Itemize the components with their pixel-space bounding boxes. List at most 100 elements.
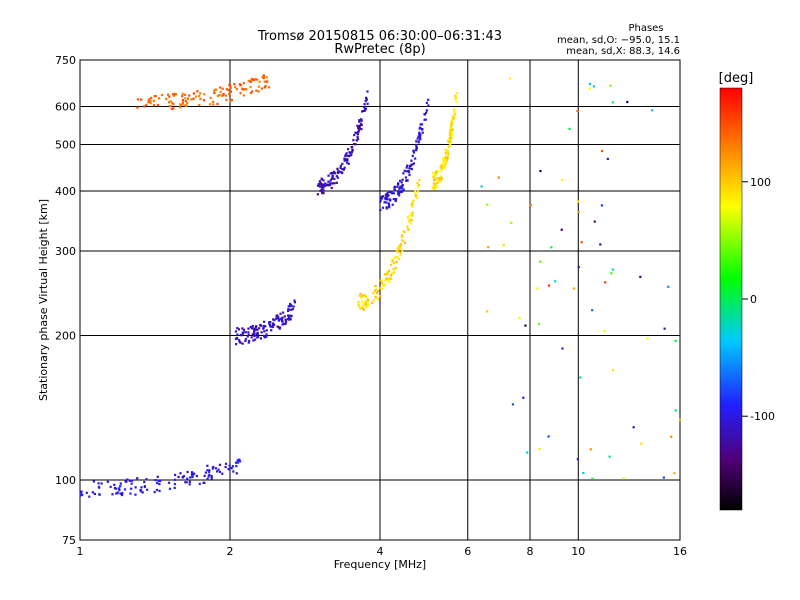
- echo-point: [379, 295, 382, 298]
- echo-point: [398, 247, 401, 250]
- echo-point: [360, 306, 363, 309]
- echo-point: [192, 97, 195, 100]
- echo-point: [258, 327, 261, 330]
- echo-point: [396, 182, 400, 185]
- echo-point: [339, 170, 342, 174]
- echo-point: [129, 492, 132, 495]
- echo-point: [229, 86, 232, 89]
- echo-point: [608, 455, 611, 458]
- echo-point: [79, 494, 82, 497]
- echo-point: [179, 472, 182, 475]
- echo-point: [145, 478, 148, 481]
- echo-point: [288, 305, 291, 308]
- echo-point: [445, 159, 449, 163]
- echo-point: [262, 76, 265, 80]
- echo-point: [320, 190, 324, 194]
- echo-point: [149, 102, 152, 105]
- echo-point: [231, 465, 234, 468]
- echo-point: [449, 139, 453, 143]
- echo-point: [147, 101, 150, 104]
- echo-point: [350, 150, 354, 154]
- echo-point: [416, 137, 419, 140]
- echo-point: [329, 179, 332, 182]
- echo-point: [410, 202, 414, 206]
- echo-point: [450, 122, 453, 126]
- echo-point: [232, 470, 235, 473]
- echo-point: [349, 152, 352, 155]
- echo-point: [206, 477, 209, 481]
- echo-point: [365, 305, 368, 308]
- echo-point: [335, 175, 338, 178]
- echo-point: [435, 186, 439, 189]
- echo-point: [356, 135, 359, 139]
- echo-point: [554, 280, 557, 283]
- echo-point: [242, 88, 245, 91]
- echo-point: [406, 225, 409, 228]
- echo-point: [336, 176, 339, 179]
- echo-point: [358, 306, 362, 309]
- echo-point: [136, 106, 139, 109]
- echo-point: [508, 77, 512, 80]
- echo-point: [383, 201, 386, 204]
- echo-point: [432, 176, 435, 179]
- echo-point: [184, 104, 187, 107]
- echo-point: [268, 324, 272, 327]
- echo-point: [203, 474, 206, 477]
- echo-point: [273, 319, 276, 322]
- echo-point: [423, 113, 427, 116]
- echo-point: [403, 230, 406, 234]
- echo-point: [384, 198, 387, 201]
- echo-point: [383, 284, 386, 287]
- echo-point: [392, 271, 396, 274]
- x-axis-label: Frequency [MHz]: [334, 558, 426, 571]
- echo-point: [374, 295, 377, 299]
- echo-point: [220, 94, 224, 97]
- echo-point: [182, 475, 186, 478]
- echo-point: [269, 325, 272, 328]
- echo-point: [401, 178, 404, 181]
- echo-point: [171, 101, 174, 105]
- echo-point: [486, 203, 489, 206]
- echo-point: [609, 84, 612, 87]
- echo-point: [388, 190, 391, 193]
- echo-point: [359, 296, 363, 299]
- echo-point: [336, 167, 339, 170]
- echo-point: [380, 198, 383, 201]
- echo-point: [113, 486, 116, 490]
- echo-point: [333, 170, 336, 174]
- echo-point: [357, 126, 360, 130]
- echo-point: [412, 199, 415, 202]
- echo-point: [427, 98, 430, 101]
- echo-point: [374, 284, 377, 288]
- echo-point: [230, 98, 233, 102]
- echo-point: [173, 478, 177, 481]
- echo-point: [374, 288, 378, 291]
- echo-point: [154, 94, 157, 98]
- echo-point: [448, 131, 451, 135]
- echo-point: [181, 103, 184, 106]
- echo-point: [443, 165, 446, 168]
- echo-point: [329, 172, 332, 175]
- y-tick-label: 600: [55, 101, 76, 114]
- echo-point: [387, 202, 390, 205]
- echo-point: [453, 107, 456, 111]
- echo-point: [447, 140, 451, 143]
- echo-point: [415, 149, 418, 152]
- echo-point: [247, 79, 250, 82]
- echo-point: [360, 123, 363, 127]
- echo-point: [445, 151, 448, 154]
- echo-point: [235, 88, 238, 91]
- echo-point: [118, 487, 121, 490]
- echo-point: [600, 149, 604, 153]
- echo-point: [375, 297, 378, 300]
- echo-point: [275, 317, 278, 320]
- echo-point: [321, 186, 324, 189]
- echo-point: [92, 480, 96, 483]
- echo-point: [247, 333, 250, 336]
- echo-point: [576, 458, 579, 461]
- echo-point: [219, 90, 222, 93]
- echo-point: [451, 121, 454, 124]
- echo-point: [184, 100, 187, 103]
- echo-point: [262, 334, 266, 338]
- echo-point: [256, 78, 259, 81]
